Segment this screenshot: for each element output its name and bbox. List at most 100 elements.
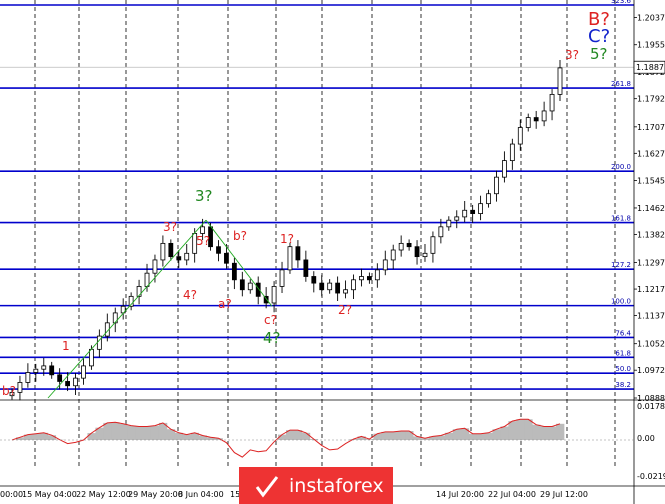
oscillator-bar — [381, 431, 390, 440]
price-axis-label: 1.1382 — [637, 230, 665, 239]
candle-body — [486, 193, 491, 205]
time-axis-label: 15 May 04:00 — [22, 490, 77, 499]
oscillator-bar — [111, 422, 120, 440]
candle-body — [239, 279, 245, 291]
oscillator-bar — [301, 432, 311, 440]
wave-label: C? — [588, 26, 610, 47]
candle-body — [446, 219, 452, 228]
candle-body — [49, 365, 55, 376]
candle-body — [279, 269, 285, 287]
price-axis-label: 1.1627 — [637, 149, 665, 158]
fib-level-label: 323.6 — [611, 0, 632, 5]
oscillator-bar — [103, 422, 112, 440]
oscillator-bar — [476, 433, 485, 440]
oscillator-bar — [516, 419, 525, 440]
candle-body — [374, 269, 380, 281]
fib-level-label: 76.4 — [615, 329, 631, 337]
fib-level-label: 161.8 — [611, 215, 631, 223]
oscillator-bar — [556, 423, 565, 440]
candle-body — [73, 377, 78, 387]
oscillator-bar — [484, 432, 493, 440]
candle-body — [462, 209, 468, 218]
price-axis-label: 1.1137 — [637, 312, 665, 321]
candle-body — [343, 289, 348, 294]
oscillator-bar — [158, 422, 168, 440]
candle-body — [287, 246, 293, 271]
oscillator-bar — [397, 431, 406, 440]
wave-label: b? — [2, 384, 16, 398]
oscillator-axis-label: 0.00 — [637, 434, 655, 443]
oscillator-bar — [444, 432, 454, 440]
candle-body — [168, 242, 174, 258]
oscillator-bar — [500, 426, 509, 440]
oscillator-bar — [47, 435, 57, 440]
candle-body — [57, 374, 63, 382]
oscillator-bar — [214, 438, 223, 440]
candle-body — [406, 242, 412, 248]
oscillator-bar — [389, 431, 398, 440]
candle-body — [414, 246, 420, 258]
price-axis-label: 1.0888 — [637, 394, 665, 403]
price-axis-label: 1.1462 — [637, 204, 665, 213]
candle-body — [422, 252, 428, 258]
plot-area — [0, 0, 634, 398]
candle-body — [216, 246, 221, 254]
wave-label: 3? — [565, 48, 579, 62]
candle-body — [33, 368, 39, 373]
oscillator-bar — [428, 436, 438, 440]
candle-body — [398, 242, 404, 251]
oscillator-bar — [508, 421, 517, 440]
candle-body — [359, 276, 364, 281]
candle-body — [470, 209, 476, 214]
time-axis-label: 29 May 20:00 — [128, 490, 183, 499]
time-axis-label: 8 Jun 04:00 — [178, 490, 224, 499]
oscillator-bar — [127, 425, 136, 440]
fib-level-label: 38.2 — [615, 381, 631, 389]
price-axis-label: 1.1297 — [637, 259, 665, 268]
candle-body — [502, 160, 507, 178]
candle-body — [17, 382, 23, 393]
watermark-banner — [239, 467, 393, 504]
candle-body — [351, 279, 356, 291]
candle-body — [327, 282, 333, 291]
wave-label: 5? — [590, 45, 608, 63]
time-axis-label: 00:00 — [0, 490, 23, 499]
fib-level-label: 61.8 — [615, 349, 631, 357]
oscillator-bar — [135, 426, 144, 440]
oscillator-bar — [150, 425, 160, 440]
oscillator-bar — [23, 434, 33, 440]
wave-label: 2? — [338, 303, 352, 317]
candle-body — [517, 127, 523, 145]
candle-body — [231, 262, 237, 281]
candle-body — [263, 295, 269, 304]
wave-label: 4? — [183, 288, 197, 302]
oscillator-axis-label: -0.02198 — [637, 472, 665, 481]
oscillator-bar — [119, 423, 128, 440]
candle-body — [160, 242, 166, 261]
candle-body — [549, 93, 555, 112]
oscillator-bar — [405, 431, 414, 440]
candle-body — [81, 365, 86, 379]
candle-body — [255, 282, 261, 297]
candle-body — [366, 276, 372, 281]
candle-body — [454, 216, 460, 221]
candle-body — [525, 117, 531, 128]
candle-body — [41, 365, 47, 370]
candle-body — [9, 391, 15, 397]
candle-body — [430, 236, 436, 254]
candle-body — [65, 381, 70, 387]
current-price-value: 1.1887 — [636, 63, 664, 72]
candle-body — [382, 259, 388, 271]
candle-body — [335, 282, 341, 294]
candle-body — [533, 117, 539, 122]
fib-level-label: 200.0 — [611, 163, 631, 171]
oscillator-bar — [174, 432, 184, 440]
oscillator-axis-label: 0.01782 — [637, 402, 665, 411]
price-axis-label: 1.1792 — [637, 95, 665, 104]
oscillator-bar — [286, 430, 295, 440]
candle-body — [541, 110, 547, 122]
candle-body — [311, 276, 317, 284]
candle-body — [557, 67, 563, 95]
